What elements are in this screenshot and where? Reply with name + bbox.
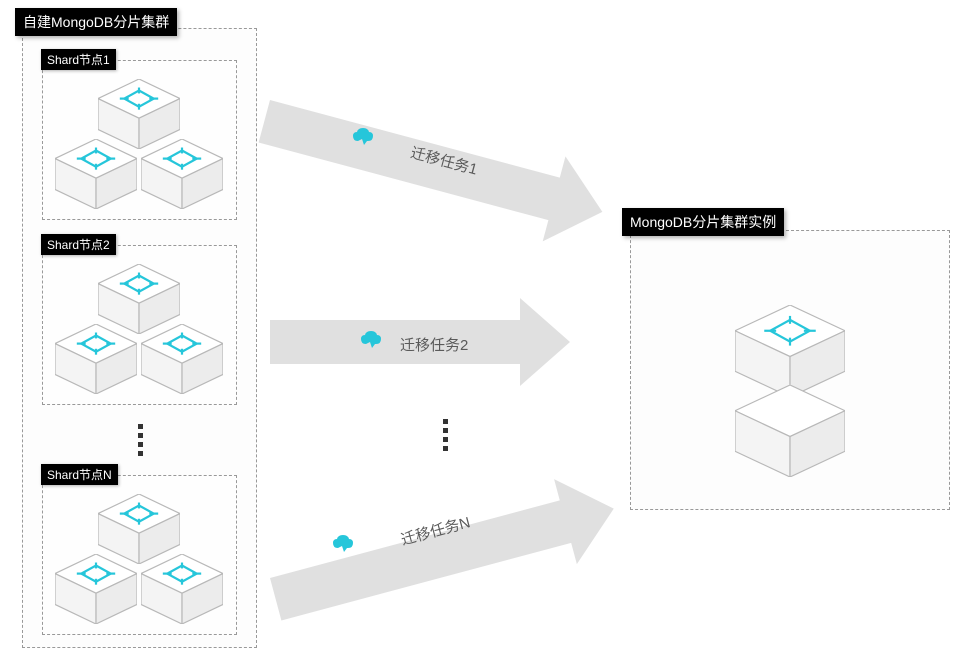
ellipsis-shards (135, 420, 145, 460)
cube-icon (55, 554, 137, 624)
arrow-label-2: 迁移任务2 (400, 334, 468, 355)
cube-icon (141, 139, 223, 209)
arrow-label-n: 迁移任务N (398, 511, 472, 550)
cube-icon (55, 324, 137, 394)
dest-cube-bottom-icon (735, 385, 845, 482)
cube-icon (141, 554, 223, 624)
right-group-title: MongoDB分片集群实例 (622, 208, 784, 236)
left-group-title: 自建MongoDB分片集群 (15, 8, 177, 36)
shard-box-1: Shard节点1 (42, 60, 237, 220)
arrow-label-1: 迁移任务1 (408, 142, 479, 180)
shard-box-2: Shard节点2 (42, 245, 237, 405)
cube-icon (55, 139, 137, 209)
cube-icon (141, 324, 223, 394)
cloud-icon (358, 328, 384, 355)
cloud-icon (350, 125, 376, 152)
ellipsis-arrows (440, 415, 450, 455)
diagram-root: 自建MongoDB分片集群 Shard节点1 Shard节点2 Shard节点N… (0, 0, 964, 662)
shard-label-1: Shard节点1 (41, 49, 116, 70)
shard-label-n: Shard节点N (41, 464, 118, 485)
shard-label-2: Shard节点2 (41, 234, 116, 255)
cloud-icon (330, 532, 356, 559)
shard-box-n: Shard节点N (42, 475, 237, 635)
arrow-n (264, 466, 625, 642)
